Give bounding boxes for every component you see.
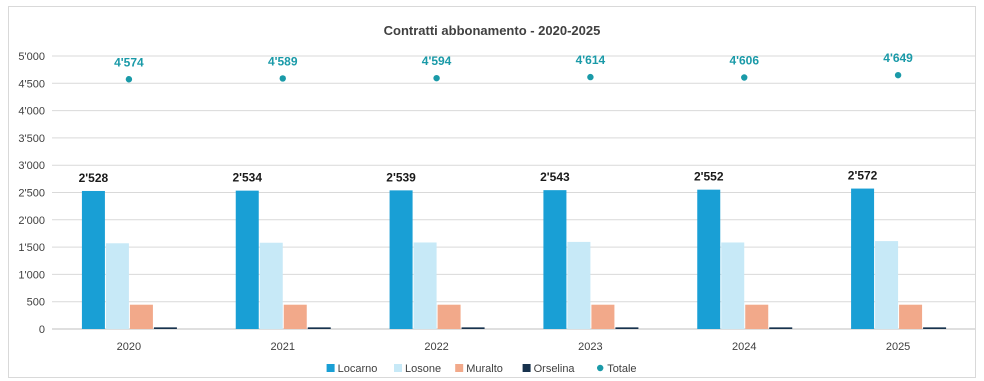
data-label-locarno: 2'572: [848, 169, 878, 183]
y-tick-label: 500: [27, 297, 45, 309]
bar-muralto: [591, 304, 615, 329]
y-tick-label: 5'000: [18, 51, 45, 63]
total-points: [125, 71, 902, 83]
bar-orselina: [153, 327, 177, 329]
total-point: [125, 76, 133, 83]
chart-title: Contratti abbonamento - 2020-2025: [384, 23, 601, 38]
bars: [81, 188, 947, 329]
bar-muralto: [899, 304, 923, 329]
legend-label-locarno: Locarno: [338, 363, 378, 375]
data-label-locarno: 2'534: [232, 171, 262, 185]
data-label-totale: 4'614: [576, 53, 606, 67]
data-label-locarno: 2'528: [79, 171, 109, 185]
bar-locarno: [543, 190, 567, 329]
legend-marker-losone: [394, 364, 402, 372]
bar-muralto: [437, 304, 461, 329]
bar-orselina: [461, 327, 485, 329]
bar-losone: [567, 241, 591, 329]
y-tick-label: 2'000: [18, 215, 45, 227]
y-tick-label: 2'500: [18, 188, 45, 200]
legend-label-losone: Losone: [405, 363, 441, 375]
legend-marker-totale: [597, 364, 604, 372]
x-axis-categories: 2020 2021 2022 2023 2024 2025: [117, 341, 911, 353]
bar-losone: [875, 241, 899, 329]
legend-label-orselina: Orselina: [534, 363, 576, 375]
x-category-label: 2023: [578, 341, 602, 353]
bar-muralto: [129, 304, 153, 329]
legend: Locarno Losone Muralto Orselina Totale: [326, 363, 637, 375]
y-tick-label: 3'000: [18, 160, 45, 172]
total-point: [587, 73, 594, 81]
legend-label-muralto: Muralto: [466, 363, 503, 375]
bar-locarno: [389, 190, 413, 329]
bar-muralto: [745, 304, 769, 329]
bar-muralto: [283, 304, 307, 329]
total-point: [433, 74, 440, 82]
x-category-label: 2024: [732, 341, 756, 353]
legend-marker-muralto: [455, 364, 464, 372]
bar-orselina: [615, 327, 639, 329]
data-label-totale: 4'606: [729, 54, 759, 68]
bar-locarno: [235, 190, 259, 329]
y-axis-ticks: 0 500 1'000 1'500 2'000 2'500 3'000 3'500 4'000 4…: [18, 51, 45, 336]
bar-orselina: [769, 327, 793, 329]
data-labels: 2'528 4'574 2'534 4'589 2'539 4'594 2'543 4'614…: [79, 51, 914, 185]
total-point: [894, 71, 902, 79]
x-category-label: 2022: [424, 341, 448, 353]
bar-losone: [721, 242, 745, 329]
legend-marker-locarno: [326, 364, 335, 372]
bar-losone: [259, 242, 283, 329]
bar-losone: [413, 242, 437, 329]
gridlines: [52, 55, 975, 330]
bar-locarno: [697, 189, 721, 329]
data-label-totale: 4'589: [268, 54, 298, 68]
y-tick-label: 4'500: [18, 78, 45, 90]
total-point: [279, 75, 286, 82]
total-point: [741, 74, 748, 81]
y-tick-label: 4'000: [18, 106, 45, 118]
data-label-locarno: 2'552: [694, 170, 724, 184]
data-label-totale: 4'594: [422, 54, 452, 68]
bar-locarno: [81, 190, 105, 329]
data-label-locarno: 2'543: [540, 170, 570, 184]
bar-locarno: [851, 188, 875, 329]
data-label-locarno: 2'539: [386, 170, 416, 184]
legend-marker-orselina: [522, 364, 531, 372]
data-label-totale: 4'649: [883, 51, 913, 65]
y-tick-label: 0: [39, 324, 45, 336]
data-label-totale: 4'574: [114, 55, 144, 69]
x-category-label: 2025: [886, 341, 910, 353]
y-tick-label: 1'500: [18, 242, 45, 254]
y-tick-label: 1'000: [18, 269, 45, 281]
x-category-label: 2021: [271, 341, 295, 353]
legend-label-totale: Totale: [607, 363, 636, 375]
bar-losone: [105, 243, 129, 329]
x-category-label: 2020: [117, 341, 141, 353]
bar-orselina: [307, 327, 331, 329]
y-tick-label: 3'500: [18, 133, 45, 145]
bar-orselina: [923, 327, 947, 329]
